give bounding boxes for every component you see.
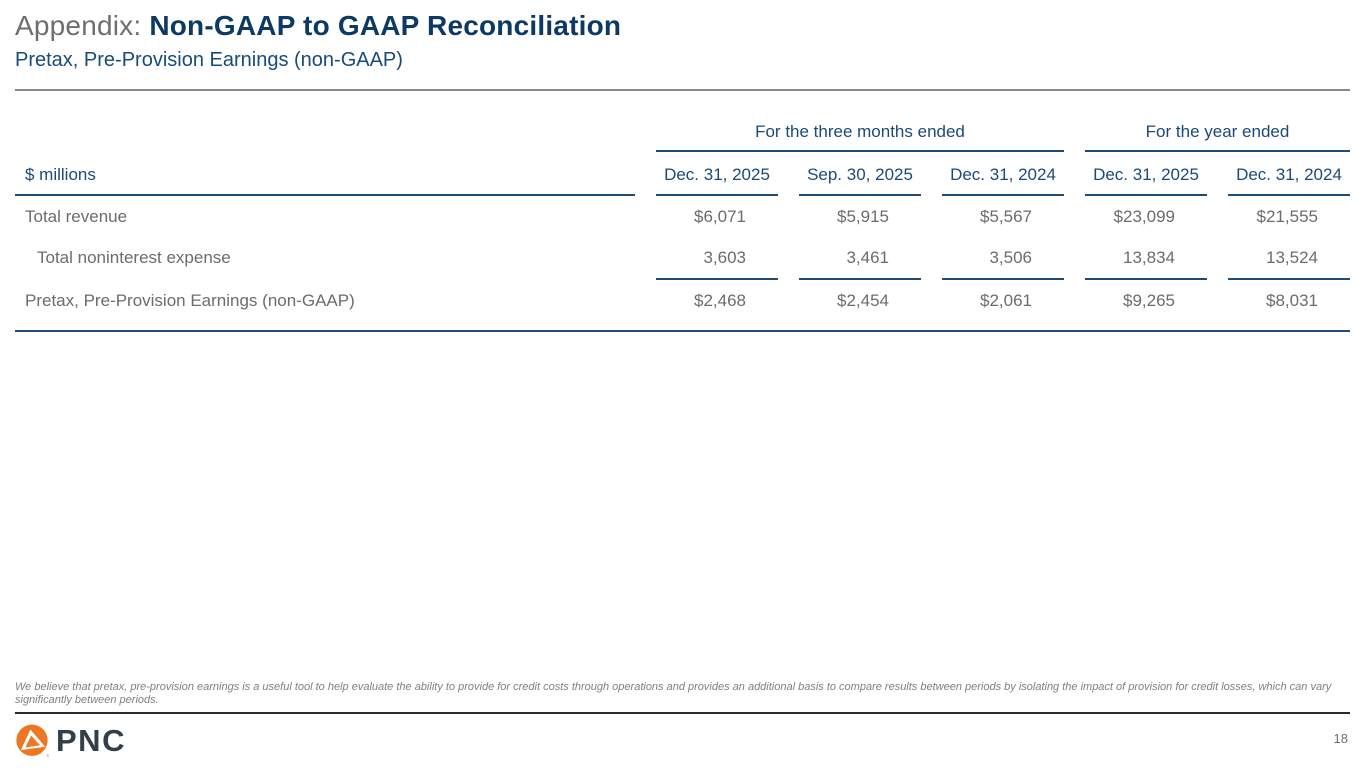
group-header-year: For the year ended xyxy=(1085,112,1350,152)
table-cell: 13,834 xyxy=(1085,237,1207,280)
page-subtitle: Pretax, Pre-Provision Earnings (non-GAAP… xyxy=(15,49,403,71)
column-header-q4-2025: Dec. 31, 2025 xyxy=(656,152,778,196)
row-label-total-revenue: Total revenue xyxy=(25,207,128,226)
pnc-logo-text: PNC xyxy=(56,723,126,758)
row-label-pretax-preprovision: Pretax, Pre-Provision Earnings (non-GAAP… xyxy=(25,291,355,310)
table-cell: 3,461 xyxy=(799,237,921,280)
footnote: We believe that pretax, pre-provision ea… xyxy=(15,681,1332,706)
table-cell: $23,099 xyxy=(1113,207,1175,226)
group-header-three-months: For the three months ended xyxy=(656,112,1064,152)
group-header-spacer xyxy=(15,112,635,152)
column-header-q3-2025: Sep. 30, 2025 xyxy=(799,152,921,196)
table-cell: $2,454 xyxy=(837,291,889,310)
table-cell: $9,265 xyxy=(1123,291,1175,310)
page-title-prefix: Appendix: xyxy=(15,10,150,41)
page-title-main: Non-GAAP to GAAP Reconciliation xyxy=(149,10,622,41)
table-cell: $8,031 xyxy=(1266,291,1318,310)
column-header-fy-2025: Dec. 31, 2025 xyxy=(1085,152,1207,196)
table-cell: 13,524 xyxy=(1228,237,1350,280)
table-cell: $5,915 xyxy=(837,207,889,226)
table-cell: $6,071 xyxy=(694,207,746,226)
registered-mark: ® xyxy=(46,753,49,758)
table-cell: $5,567 xyxy=(980,207,1032,226)
table-cell: $21,555 xyxy=(1256,207,1318,226)
page-number: 18 xyxy=(1333,731,1348,746)
page-title: Appendix: Non-GAAP to GAAP Reconciliatio… xyxy=(15,10,1350,42)
table-cell: 3,506 xyxy=(942,237,1064,280)
table-cell: $2,468 xyxy=(694,291,746,310)
column-header-fy-2024: Dec. 31, 2024 xyxy=(1228,152,1350,196)
slide-header: Appendix: Non-GAAP to GAAP Reconciliatio… xyxy=(15,10,1350,72)
pnc-logo-icon: ® xyxy=(16,724,49,758)
row-label-noninterest-expense: Total noninterest expense xyxy=(37,248,231,267)
reconciliation-table: For the three months ended For the year … xyxy=(15,112,1350,332)
table-bottom-divider xyxy=(15,330,1350,332)
table-cell: $2,061 xyxy=(980,291,1032,310)
unit-label: $ millions xyxy=(15,152,635,196)
header-divider xyxy=(15,89,1350,91)
pnc-logo: ® PNC xyxy=(15,724,126,758)
table-cell: 3,603 xyxy=(656,237,778,280)
footer-divider xyxy=(15,712,1350,714)
column-header-q4-2024: Dec. 31, 2024 xyxy=(942,152,1064,196)
